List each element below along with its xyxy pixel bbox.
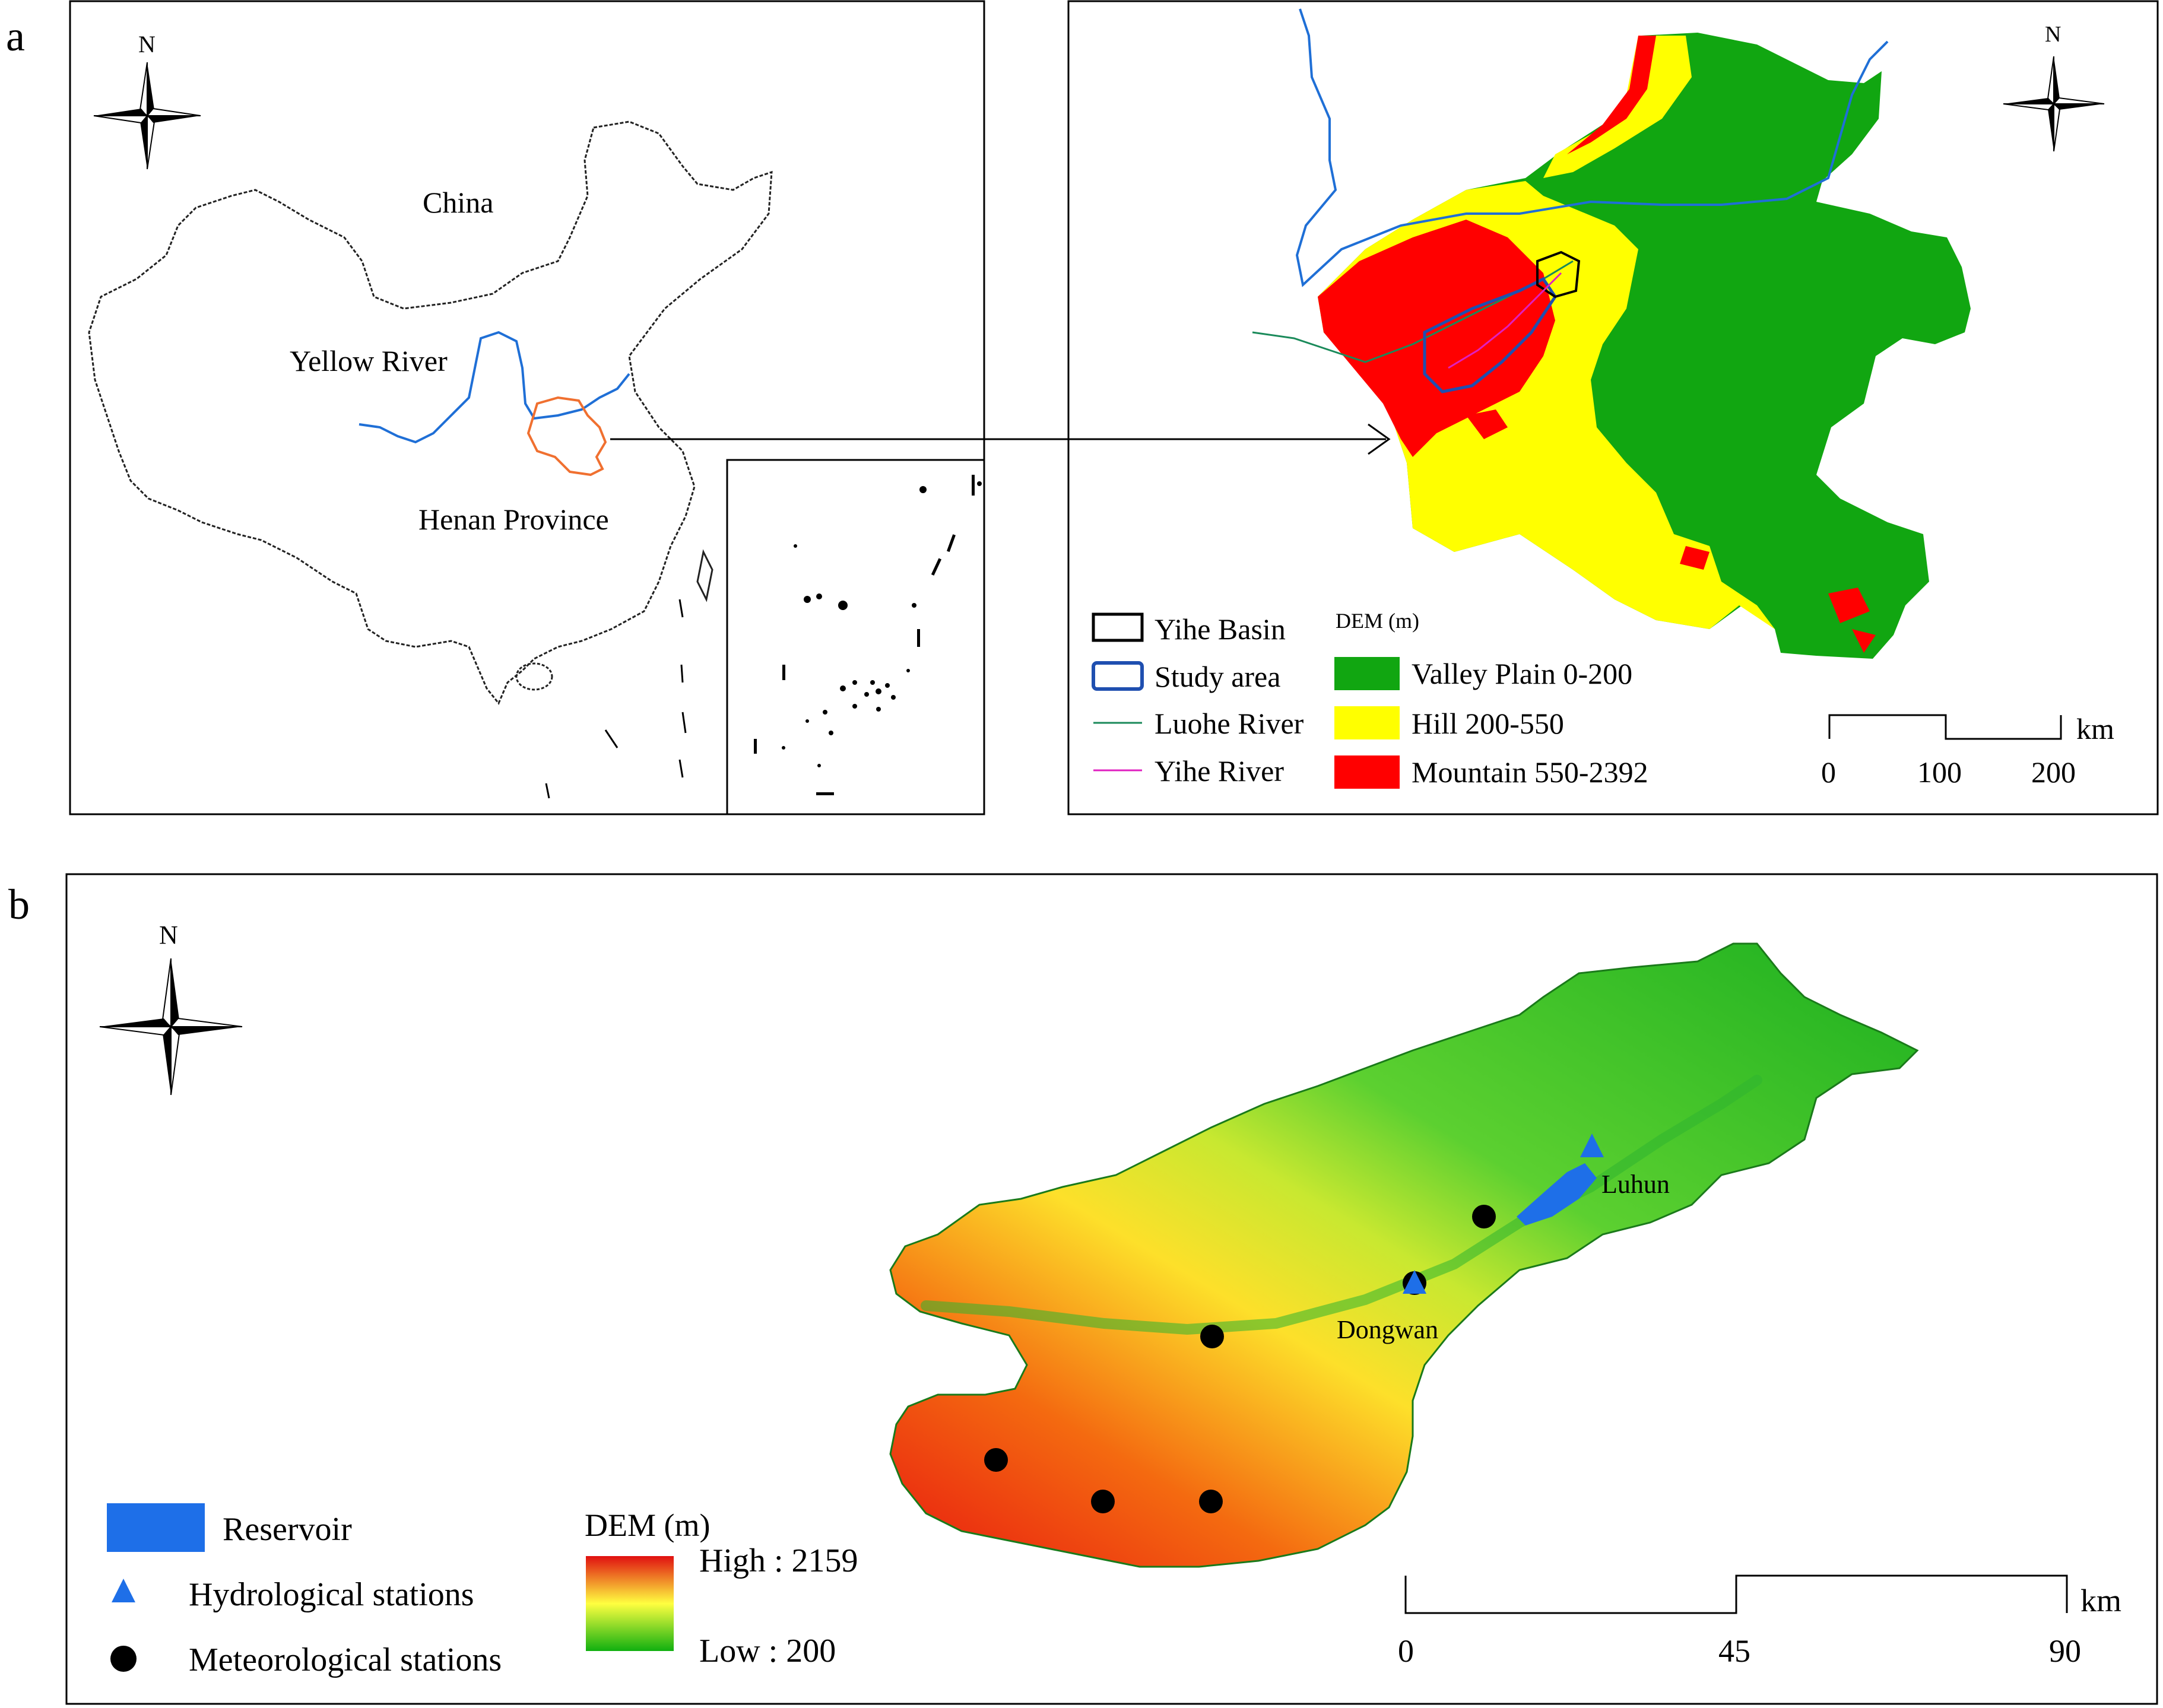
legend-yihe-basin: Yihe Basin bbox=[1155, 612, 1286, 646]
henan-scale-tick-1: 100 bbox=[1917, 755, 1962, 789]
henan-scale-tick-2: 200 bbox=[2031, 755, 2076, 789]
henan-scale-unit: km bbox=[2076, 712, 2114, 745]
hydro-station-luhun bbox=[1580, 1134, 1604, 1157]
reservoir-luhun-shape bbox=[1517, 1163, 1597, 1226]
meteo-station-1 bbox=[1472, 1205, 1496, 1228]
legend-reservoir-swatch bbox=[107, 1503, 205, 1552]
meteo-station-5 bbox=[1091, 1490, 1115, 1513]
meteo-station-6 bbox=[1199, 1490, 1223, 1513]
label-henan-province: Henan Province bbox=[418, 503, 609, 536]
yellow-river-line bbox=[359, 331, 630, 444]
taiwan-island bbox=[696, 549, 713, 602]
sea-border-dashes bbox=[545, 599, 687, 799]
panel-label-b: b bbox=[8, 881, 30, 928]
north-arrow-icon bbox=[93, 62, 201, 170]
hainan-island bbox=[515, 662, 553, 691]
legend-meteo: Meteorological stations bbox=[189, 1642, 502, 1678]
yihe-scale-tick-1: 45 bbox=[1718, 1633, 1750, 1669]
yihe-scale-unit: km bbox=[2080, 1583, 2121, 1618]
henan-dem-panel: N Yihe Basin Study area Luohe River Yihe… bbox=[1067, 0, 2159, 815]
yihe-basin-dem-area bbox=[889, 942, 1919, 1568]
north-label-yihe: N bbox=[159, 920, 178, 950]
yihe-scale-tick-0: 0 bbox=[1398, 1633, 1414, 1669]
yihe-scale-tick-2: 90 bbox=[2049, 1633, 2081, 1669]
hydro-station-dongwan bbox=[1403, 1270, 1426, 1294]
north-arrow-icon-henan bbox=[2003, 56, 2105, 152]
china-map-panel: China Yellow River Henan Province N bbox=[69, 0, 1391, 815]
legend-meteo-icon bbox=[110, 1646, 137, 1672]
legend-reservoir: Reservoir bbox=[223, 1511, 352, 1548]
legend-yihe-river: Yihe River bbox=[1155, 754, 1284, 788]
yihe-scale-bar: km 0 45 90 bbox=[1398, 1574, 2121, 1669]
label-china: China bbox=[423, 186, 493, 219]
henan-mountain-patches bbox=[1466, 409, 1876, 653]
henan-yihe-basin-outline bbox=[1536, 250, 1581, 299]
legend-dem-gradient bbox=[586, 1556, 674, 1651]
legend-hydro: Hydrological stations bbox=[189, 1576, 474, 1613]
legend-dem-high: High : 2159 bbox=[699, 1542, 858, 1579]
panel-label-a: a bbox=[6, 12, 25, 60]
henan-legend: Yihe Basin Study area Luohe River Yihe R… bbox=[1092, 609, 1648, 789]
connector-arrowhead bbox=[1368, 423, 1391, 455]
station-label-luhun: Luhun bbox=[1601, 1170, 1670, 1199]
meteo-station-3 bbox=[1200, 1325, 1224, 1348]
henan-scale-bar: km 0 100 200 bbox=[1821, 712, 2114, 789]
henan-yellow-river bbox=[1295, 8, 1889, 287]
henan-mountain-area bbox=[1318, 220, 1555, 457]
henan-yihe-river bbox=[1448, 272, 1562, 369]
china-outline bbox=[88, 120, 773, 705]
henan-outline bbox=[527, 396, 607, 477]
label-yellow-river: Yellow River bbox=[290, 344, 448, 377]
yihe-basin-panel: Luhun Dongwan N Reservoir Hydrological s… bbox=[65, 873, 2158, 1705]
legend-hydro-icon bbox=[112, 1579, 135, 1602]
legend-dem-title-a: DEM (m) bbox=[1336, 609, 1419, 633]
legend-study-area: Study area bbox=[1155, 660, 1280, 693]
meteo-station-4 bbox=[984, 1448, 1008, 1472]
henan-scale-tick-0: 0 bbox=[1821, 755, 1836, 789]
north-label-henan: N bbox=[2045, 22, 2061, 47]
south-china-sea-islands bbox=[754, 475, 982, 795]
legend-valley-plain: Valley Plain 0-200 bbox=[1412, 657, 1632, 690]
legend-dem-title-b: DEM (m) bbox=[585, 1507, 710, 1543]
legend-hill: Hill 200-550 bbox=[1412, 707, 1564, 740]
legend-mountain: Mountain 550-2392 bbox=[1412, 755, 1648, 789]
henan-north-hill-strip bbox=[1543, 36, 1692, 178]
station-label-dongwan: Dongwan bbox=[1337, 1315, 1438, 1344]
henan-study-area-outline bbox=[1423, 277, 1558, 393]
south-china-sea-inset bbox=[726, 459, 985, 815]
north-arrow-icon-yihe bbox=[99, 958, 243, 1096]
legend-luohe-river: Luohe River bbox=[1155, 707, 1304, 740]
legend-dem-low: Low : 200 bbox=[699, 1633, 836, 1669]
yihe-legend: Reservoir Hydrological stations Meteorol… bbox=[107, 1503, 858, 1678]
henan-north-mountain-strip bbox=[1567, 36, 1656, 154]
north-label: N bbox=[138, 31, 156, 58]
